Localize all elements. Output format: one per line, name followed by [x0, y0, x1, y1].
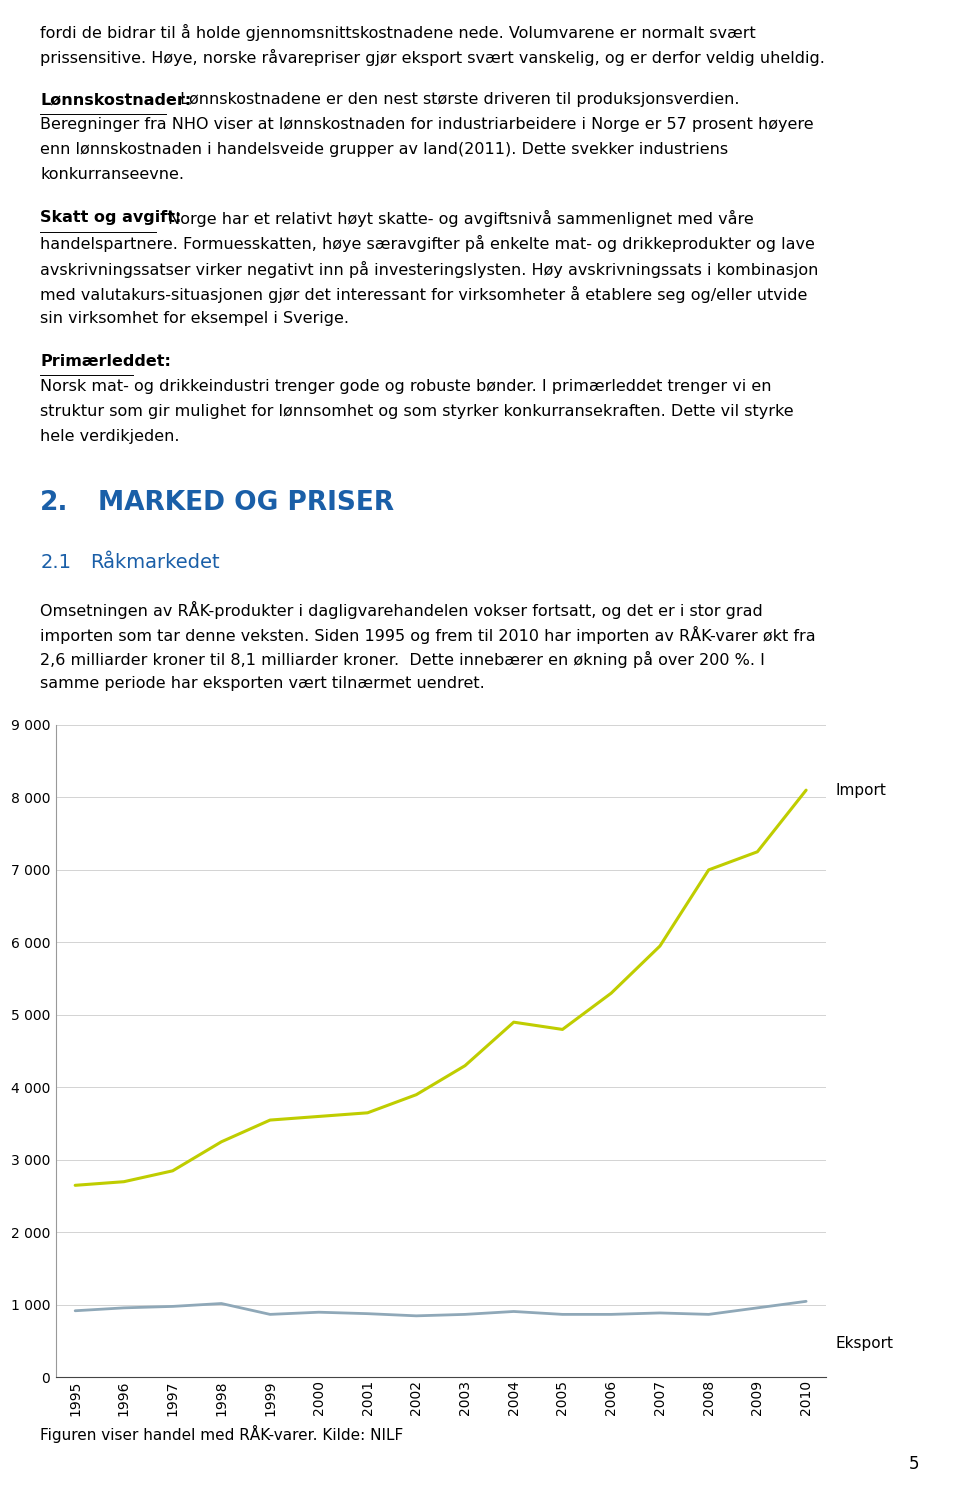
Text: MARKED OG PRISER: MARKED OG PRISER: [98, 490, 394, 515]
Text: 2.1: 2.1: [40, 553, 71, 572]
Text: hele verdikjeden.: hele verdikjeden.: [40, 429, 180, 444]
Text: Norsk mat- og drikkeindustri trenger gode og robuste bønder. I primærleddet tren: Norsk mat- og drikkeindustri trenger god…: [40, 379, 772, 394]
Text: Beregninger fra NHO viser at lønnskostnaden for industriarbeidere i Norge er 57 : Beregninger fra NHO viser at lønnskostna…: [40, 117, 814, 131]
Text: Skatt og avgift:: Skatt og avgift:: [40, 211, 181, 226]
Text: prissensitive. Høye, norske råvarepriser gjør eksport svært vanskelig, og er der: prissensitive. Høye, norske råvarepriser…: [40, 49, 826, 66]
Text: Figuren viser handel med RÅK-varer. Kilde: NILF: Figuren viser handel med RÅK-varer. Kild…: [40, 1425, 403, 1443]
Text: samme periode har eksporten vært tilnærmet uendret.: samme periode har eksporten vært tilnærm…: [40, 675, 485, 690]
Text: handelspartnere. Formuesskatten, høye særavgifter på enkelte mat- og drikkeprodu: handelspartnere. Formuesskatten, høye sæ…: [40, 236, 815, 252]
Text: Omsetningen av RÅK-produkter i dagligvarehandelen vokser fortsatt, og det er i s: Omsetningen av RÅK-produkter i dagligvar…: [40, 601, 763, 619]
Text: struktur som gir mulighet for lønnsomhet og som styrker konkurransekraften. Dett: struktur som gir mulighet for lønnsomhet…: [40, 403, 794, 418]
Text: sin virksomhet for eksempel i Sverige.: sin virksomhet for eksempel i Sverige.: [40, 311, 349, 326]
Text: 2.: 2.: [40, 490, 69, 515]
Text: Primærleddet:: Primærleddet:: [40, 354, 171, 369]
Text: Import: Import: [835, 783, 886, 798]
Text: 2,6 milliarder kroner til 8,1 milliarder kroner.  Dette innebærer en økning på o: 2,6 milliarder kroner til 8,1 milliarder…: [40, 651, 765, 668]
Text: fordi de bidrar til å holde gjennomsnittskostnadene nede. Volumvarene er normalt: fordi de bidrar til å holde gjennomsnitt…: [40, 24, 756, 40]
Text: konkurranseevne.: konkurranseevne.: [40, 167, 184, 182]
Text: Norge har et relativt høyt skatte- og avgiftsnivå sammenlignet med våre: Norge har et relativt høyt skatte- og av…: [163, 211, 754, 227]
Text: Lønnskostnader:: Lønnskostnader:: [40, 93, 192, 108]
Text: med valutakurs-situasjonen gjør det interessant for virksomheter å etablere seg : med valutakurs-situasjonen gjør det inte…: [40, 285, 807, 303]
Text: importen som tar denne veksten. Siden 1995 og frem til 2010 har importen av RÅK-: importen som tar denne veksten. Siden 19…: [40, 626, 816, 644]
Text: Lønnskostnadene er den nest største driveren til produksjonsverdien.: Lønnskostnadene er den nest største driv…: [175, 93, 739, 108]
Text: enn lønnskostnaden i handelsveide grupper av land(2011). Dette svekker industrie: enn lønnskostnaden i handelsveide gruppe…: [40, 142, 729, 157]
Text: Råkmarkedet: Råkmarkedet: [90, 553, 220, 572]
Text: avskrivningssatser virker negativt inn på investeringslysten. Høy avskrivningssa: avskrivningssatser virker negativt inn p…: [40, 260, 819, 278]
Text: Eksport: Eksport: [835, 1336, 893, 1351]
Text: 5: 5: [909, 1455, 920, 1473]
